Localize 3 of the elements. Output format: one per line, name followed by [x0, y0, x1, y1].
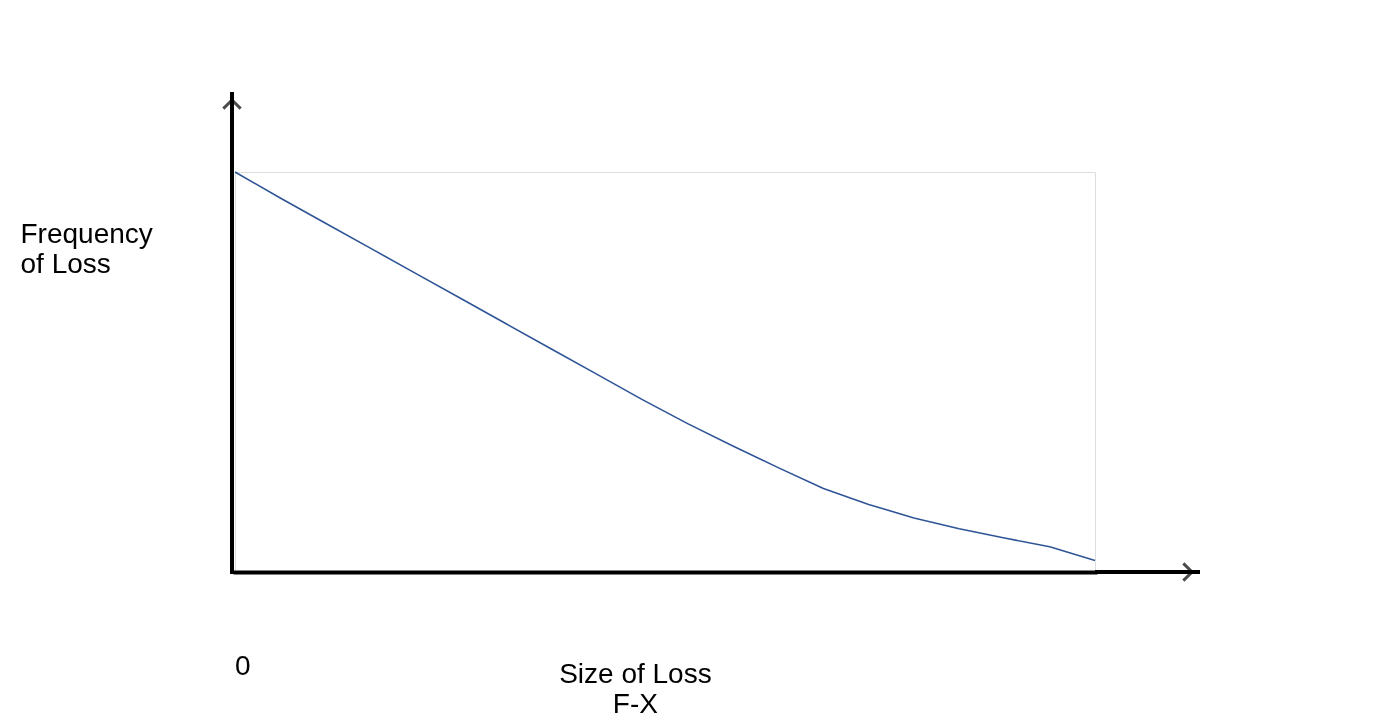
y-axis-title: Frequency of Loss [20, 217, 153, 279]
x-axis-title: Size of Loss F-X [559, 657, 712, 719]
text: 0 [235, 650, 251, 681]
